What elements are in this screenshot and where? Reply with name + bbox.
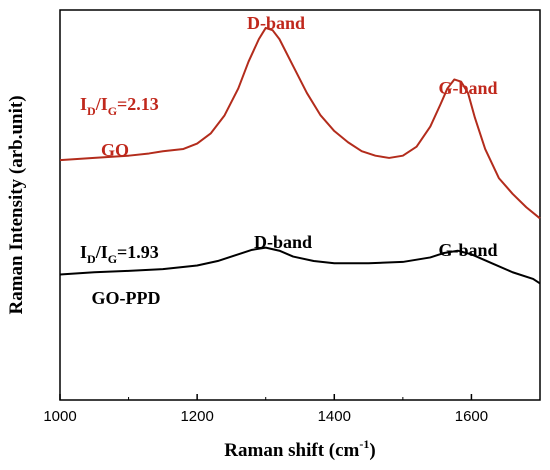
x-tick-label: 1000: [43, 408, 76, 425]
plot-frame: [59, 9, 541, 401]
ppd-series-label: GO-PPD: [92, 288, 161, 308]
x-axis-ticks: 1000 1200 1400 1600: [43, 394, 488, 425]
ppd-dband-label: D-band: [254, 232, 312, 252]
series-line-go-ppd: [59, 246, 541, 285]
x-tick-label: 1400: [318, 408, 351, 425]
go-gband-label: G-band: [438, 78, 497, 98]
ppd-gband-label: G-band: [438, 240, 497, 260]
y-axis-label: Raman Intensity (arb.unit): [6, 95, 27, 314]
x-tick-label: 1200: [180, 408, 213, 425]
x-tick-label: 1600: [455, 408, 488, 425]
go-series-label: GO: [101, 140, 129, 160]
go-ratio-label: ID/IG=2.13: [80, 94, 159, 118]
x-axis-label: Raman shift (cm-1): [224, 437, 375, 461]
go-dband-label: D-band: [247, 13, 305, 33]
series-lines: [59, 26, 541, 285]
series-line-go: [59, 26, 541, 220]
ppd-ratio-label: ID/IG=1.93: [80, 242, 159, 266]
